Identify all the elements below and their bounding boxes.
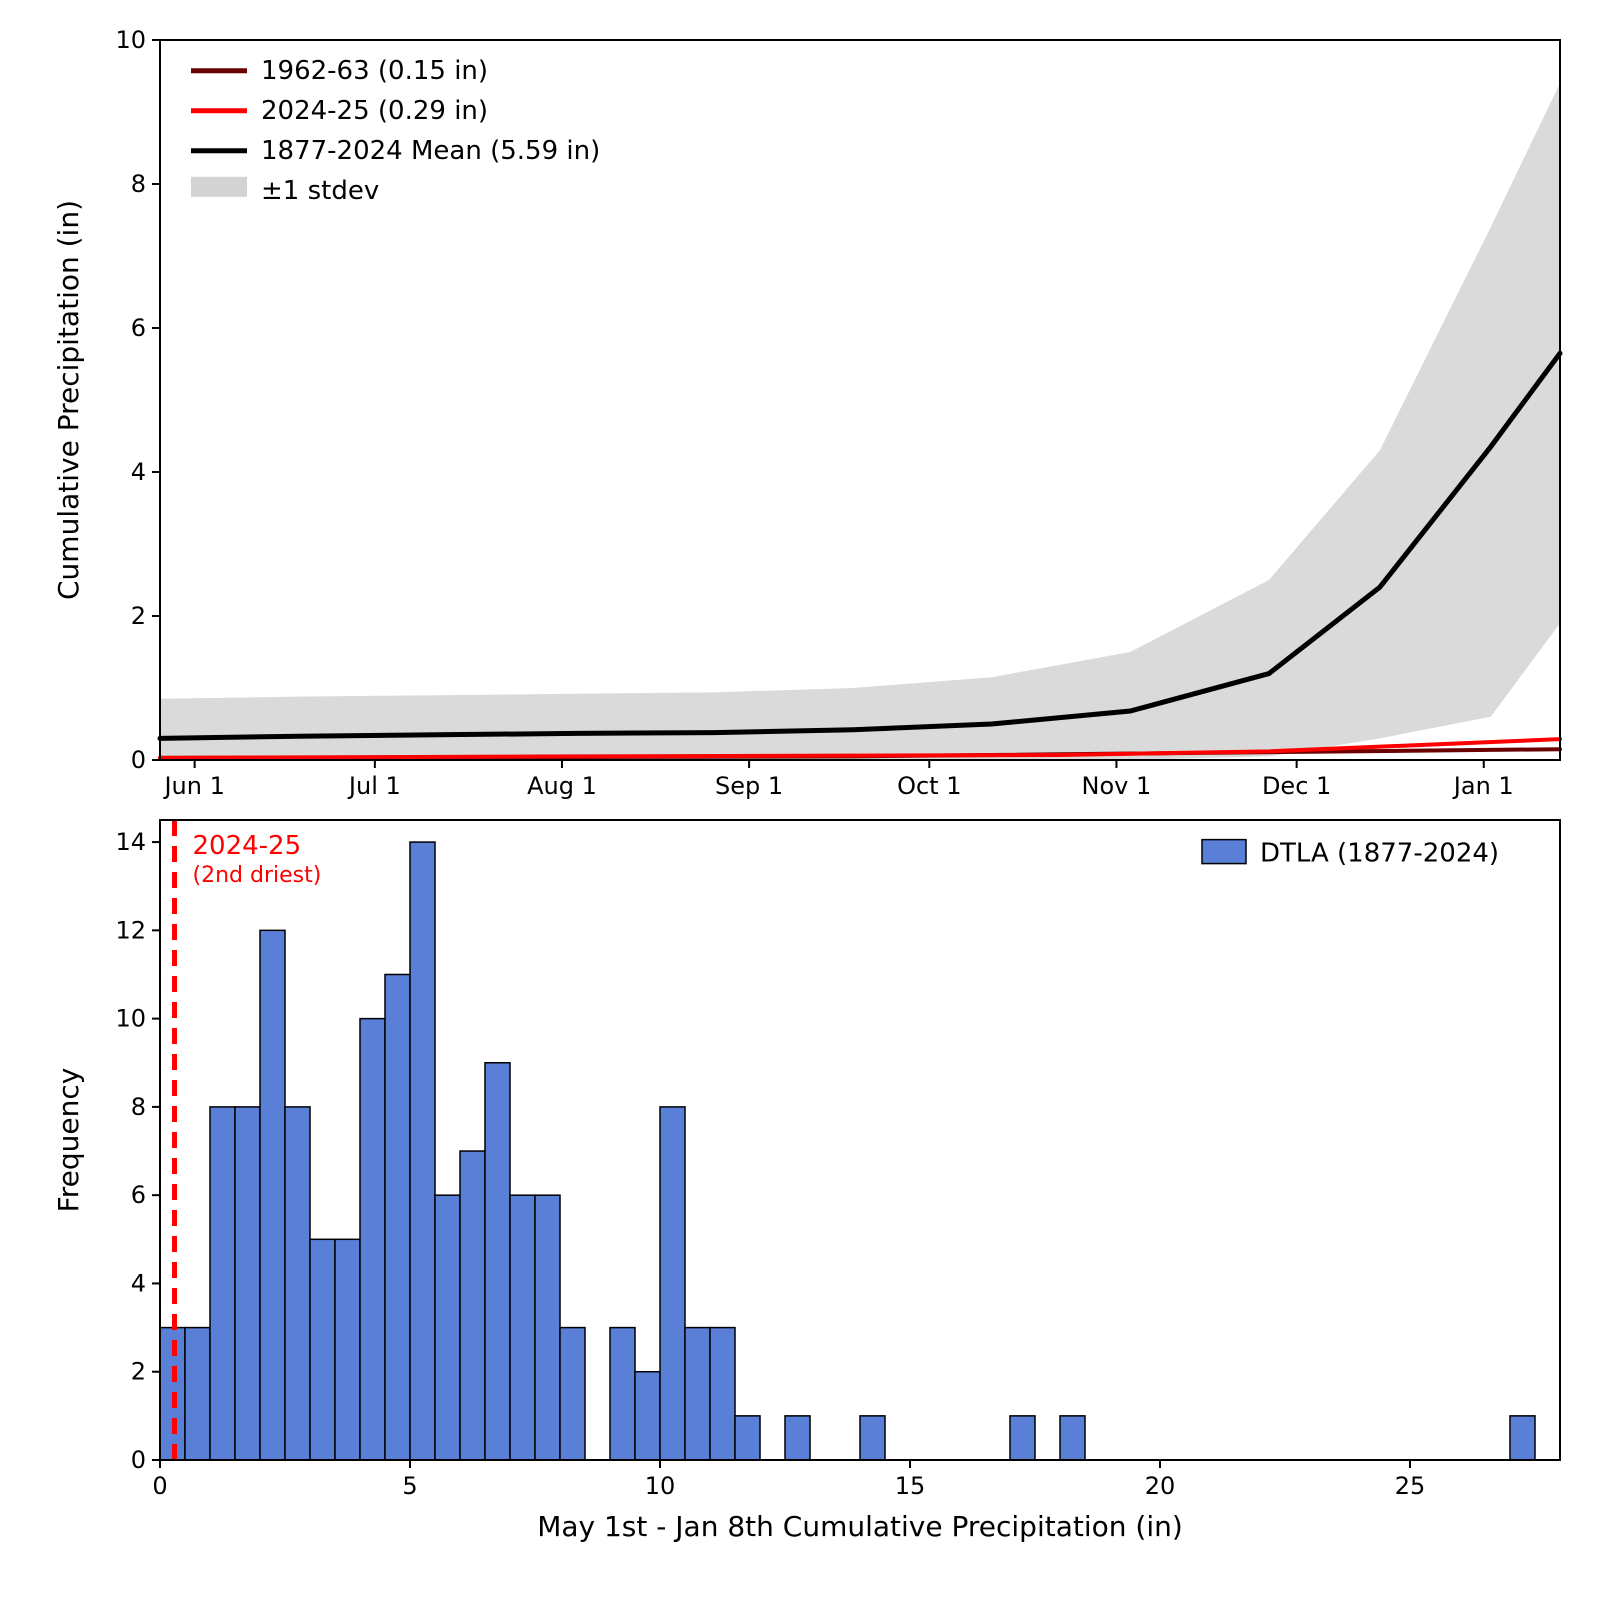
top-ytick-label: 10 [115,26,146,54]
bottom-ytick-label: 0 [131,1446,146,1474]
top-ytick-label: 6 [131,314,146,342]
bottom-ytick-label: 10 [115,1005,146,1033]
histogram-bar [360,1019,385,1460]
bottom-xtick-label: 5 [402,1472,417,1500]
histogram-bar [1010,1416,1035,1460]
chart-svg: 0 2 4 6 8 10 Jun 1 Jul 1 Aug 1 Sep 1 Oct 1 Nov 1 Dec… [20,20,1580,1574]
figure-container: 0 2 4 6 8 10 Jun 1 Jul 1 Aug 1 Sep 1 Oct 1 Nov 1 Dec… [20,20,1580,1578]
histogram-bar [210,1107,235,1460]
bottom-xtick-label: 15 [895,1472,926,1500]
bottom-xtick-label: 10 [645,1472,676,1500]
histogram-bar [860,1416,885,1460]
legend-label: DTLA (1877-2024) [1260,839,1499,869]
histogram-bar [710,1328,735,1460]
top-xtick-label: Sep 1 [715,772,783,800]
histogram-bar [685,1328,710,1460]
histogram-bar [460,1151,485,1460]
bottom-xtick-label: 20 [1145,1472,1176,1500]
top-xtick-label: Jun 1 [162,772,224,800]
top-xtick-label: Oct 1 [897,772,961,800]
bottom-ytick-label: 12 [115,916,146,944]
legend-label: 1877-2024 Mean (5.59 in) [261,136,600,166]
histogram-bar [1510,1416,1535,1460]
histogram-bar [235,1107,260,1460]
histogram-bar [435,1195,460,1460]
histogram-bar [560,1328,585,1460]
histogram-bar [260,930,285,1460]
bottom-chart: 2024-25(2nd driest) 0 2 4 6 8 10 12 14 0 5 10 15 20 25… [52,820,1560,1543]
bottom-ytick-label: 2 [131,1358,146,1386]
top-ytick-label: 2 [131,602,146,630]
histogram-bar [185,1328,210,1460]
top-xtick-label: Nov 1 [1082,772,1152,800]
histogram-bar [610,1328,635,1460]
marker-label: 2024-25 [193,831,302,861]
bottom-legend: DTLA (1877-2024) [1202,839,1499,869]
bottom-xtick-label: 25 [1395,1472,1426,1500]
top-xtick-label: Dec 1 [1262,772,1331,800]
histogram-bar [635,1372,660,1460]
histogram-bar [660,1107,685,1460]
bottom-ytick-label: 6 [131,1181,146,1209]
top-ytick-label: 4 [131,458,146,486]
legend-label: 2024-25 (0.29 in) [261,96,488,126]
histogram-bar [735,1416,760,1460]
bottom-ylabel: Frequency [52,1068,85,1213]
histogram-bar [535,1195,560,1460]
legend-label: 1962-63 (0.15 in) [261,56,488,86]
histogram-bar [335,1239,360,1460]
bottom-xlabel: May 1st - Jan 8th Cumulative Precipitati… [537,1510,1183,1543]
top-chart: 0 2 4 6 8 10 Jun 1 Jul 1 Aug 1 Sep 1 Oct 1 Nov 1 Dec… [52,26,1560,800]
histogram-bar [1060,1416,1085,1460]
top-xtick-label: Jul 1 [347,772,401,800]
top-ytick-label: 0 [131,746,146,774]
histogram-bar [510,1195,535,1460]
histogram-bar [485,1063,510,1460]
histogram-bar [310,1239,335,1460]
histogram-bar [385,974,410,1460]
top-xtick-label: Aug 1 [527,772,597,800]
top-ylabel: Cumulative Precipitation (in) [52,200,85,600]
bottom-xtick-label: 0 [152,1472,167,1500]
histogram-bar [410,842,435,1460]
top-ytick-label: 8 [131,170,146,198]
bottom-ytick-label: 8 [131,1093,146,1121]
bottom-ytick-label: 4 [131,1269,146,1297]
marker-label-sub: (2nd driest) [193,863,322,888]
bottom-ytick-label: 14 [115,828,146,856]
histogram-bar [785,1416,810,1460]
histogram-bar [285,1107,310,1460]
legend-label: ±1 stdev [261,176,379,206]
top-xtick-label: Jan 1 [1452,772,1514,800]
